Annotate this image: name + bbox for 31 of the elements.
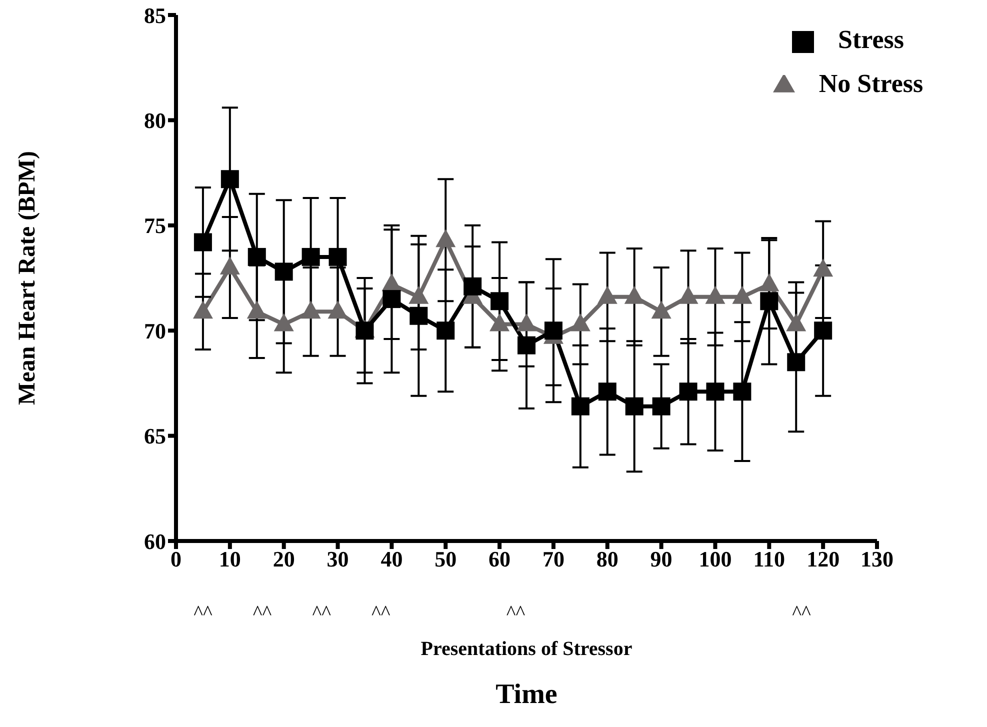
- text: ^^: [792, 602, 811, 625]
- x-tick-label: 20: [272, 546, 295, 572]
- text: ^^: [194, 602, 212, 625]
- text: ^^: [252, 602, 272, 625]
- text: ^^: [506, 602, 526, 625]
- x-tick-label: 60: [488, 546, 511, 572]
- x-tick-label: 0: [170, 546, 182, 572]
- text: Time: [494, 679, 558, 711]
- x-tick-label: 10: [218, 546, 241, 572]
- text: ^^: [372, 602, 390, 625]
- x-axis-title: Presentations of Stressor: [420, 638, 634, 661]
- x-tick-label: 130: [860, 546, 894, 572]
- x-tick-label: 30: [326, 546, 349, 572]
- x-tick-label: 100: [698, 546, 732, 572]
- x-tick-label: 50: [434, 546, 457, 572]
- text: ^^: [312, 602, 331, 625]
- y-tick-label: 75: [144, 213, 166, 238]
- x-tick-label: 110: [753, 546, 786, 572]
- y-tick-label: 60: [144, 528, 166, 554]
- y-tick-label: 80: [144, 108, 166, 134]
- x-tick-label: 40: [380, 546, 403, 572]
- y-tick-label: 70: [144, 318, 166, 344]
- x-tick-label: 120: [806, 546, 840, 572]
- y-tick-label: 65: [144, 424, 166, 449]
- x-tick-label: 90: [650, 546, 672, 572]
- y-tick-label: 85: [144, 2, 166, 28]
- y-axis-title: Mean Heart Rate (BPM): [14, 151, 41, 405]
- legend-label: Stress: [838, 25, 904, 54]
- x-tick-label: 70: [542, 546, 564, 572]
- legend-label: No Stress: [818, 69, 924, 98]
- x-tick-label: 80: [596, 546, 618, 572]
